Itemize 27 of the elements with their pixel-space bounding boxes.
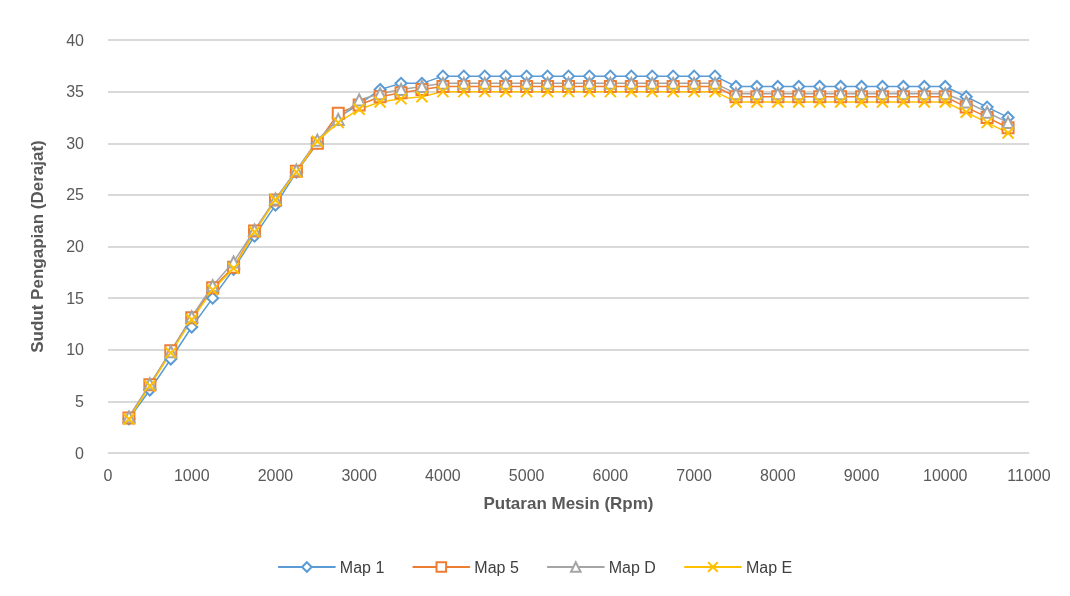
legend-label: Map D	[608, 558, 656, 576]
y-tick-label: 30	[66, 134, 85, 152]
y-tick-label: 5	[75, 392, 85, 410]
x-tick-label: 2000	[257, 466, 294, 484]
y-tick-label: 35	[66, 83, 85, 101]
x-tick-label: 4000	[425, 466, 461, 484]
legend-label: Map E	[745, 558, 793, 576]
x-tick-label: 5000	[508, 466, 545, 484]
y-tick-label: 25	[66, 186, 85, 204]
y-tick-label: 0	[75, 444, 85, 462]
y-tick-label: 20	[66, 238, 85, 255]
x-tick-label: 3000	[341, 466, 378, 484]
x-tick-label: 7000	[676, 466, 712, 484]
legend-label: Map 5	[474, 558, 519, 576]
y-tick-label: 15	[66, 289, 85, 307]
x-tick-label: 11000	[1007, 466, 1051, 484]
legend-label: Map 1	[339, 558, 385, 576]
x-tick-label: 10000	[923, 466, 968, 484]
y-axis-title: Sudut Pengapian (Derajat)	[28, 140, 47, 353]
x-tick-label: 9000	[843, 466, 880, 484]
x-tick-label: 6000	[592, 466, 629, 484]
x-tick-label: 0	[103, 466, 113, 484]
x-axis-title: Putaran Mesin (Rpm)	[483, 494, 654, 513]
x-tick-label: 1000	[173, 466, 210, 484]
x-tick-label: 8000	[760, 466, 796, 484]
y-tick-label: 40	[66, 31, 85, 49]
y-tick-label: 10	[66, 341, 85, 359]
